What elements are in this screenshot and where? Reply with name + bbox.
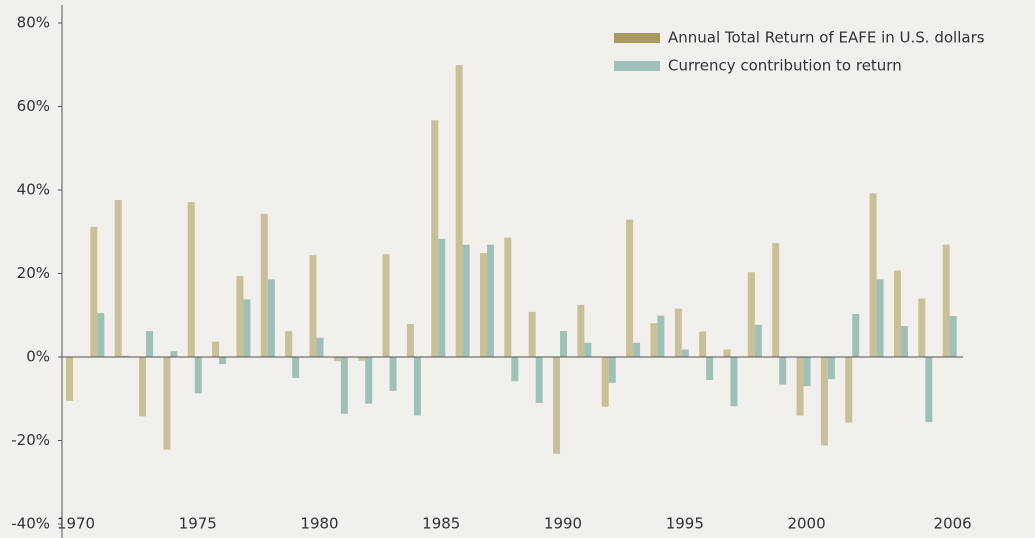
bar [267, 279, 275, 357]
bar [431, 120, 439, 357]
bar [796, 357, 804, 416]
bar [772, 243, 780, 357]
bar [893, 270, 901, 357]
bar [803, 357, 811, 387]
bar [413, 357, 421, 416]
bar [97, 313, 105, 357]
x-tick-label: 1975 [179, 515, 217, 533]
bar [365, 357, 373, 404]
bar [852, 313, 860, 357]
y-tick-label: 80% [17, 14, 50, 32]
bar [462, 244, 470, 357]
bar [730, 357, 738, 407]
bar [219, 357, 227, 365]
bar [650, 323, 658, 357]
bar [577, 304, 585, 357]
bar [455, 65, 463, 357]
bar [406, 324, 414, 357]
bar [260, 213, 268, 357]
bar [681, 349, 689, 357]
bar [845, 357, 853, 423]
bar [869, 193, 877, 357]
bar [212, 341, 220, 357]
bar [925, 357, 933, 423]
bar [754, 324, 762, 357]
bar [601, 357, 609, 407]
bar [553, 357, 561, 454]
bar [382, 254, 390, 357]
bar [511, 357, 519, 382]
bar [779, 357, 787, 385]
bar [900, 326, 908, 357]
legend-swatch [614, 61, 660, 71]
bar [163, 357, 171, 450]
bar [316, 337, 324, 357]
legend-swatch [614, 33, 660, 43]
x-tick-label: 1970 [57, 515, 95, 533]
bar [949, 316, 957, 357]
bar [194, 357, 202, 394]
bar [535, 357, 543, 403]
bar [723, 349, 731, 357]
bar [608, 357, 616, 383]
x-tick-label: 1980 [300, 515, 338, 533]
bar [479, 253, 487, 357]
bar [285, 331, 293, 357]
legend-label: Annual Total Return of EAFE in U.S. doll… [668, 29, 985, 47]
bar [560, 331, 568, 357]
bar [139, 357, 147, 417]
bar [292, 357, 300, 378]
bar [170, 351, 178, 357]
bar [243, 299, 251, 357]
y-tick-label: 0% [26, 348, 50, 366]
bar [747, 272, 755, 357]
bar [236, 276, 244, 357]
bar [114, 200, 122, 357]
bar [699, 331, 707, 357]
y-tick-label: 60% [17, 97, 50, 115]
bar [146, 331, 154, 357]
x-tick-label: 1990 [544, 515, 582, 533]
y-tick-label: -20% [11, 431, 50, 449]
bar [486, 244, 494, 357]
bar [657, 315, 665, 357]
bar [820, 357, 828, 446]
bar [528, 311, 536, 357]
bar [706, 357, 714, 380]
bar [918, 298, 926, 357]
bar [389, 357, 397, 391]
y-tick-label: -40% [11, 515, 50, 533]
bar [187, 202, 195, 357]
x-tick-label: 2006 [934, 515, 972, 533]
bar [504, 237, 512, 357]
y-tick-label: 20% [17, 264, 50, 282]
bar [340, 357, 348, 414]
x-tick-label: 1985 [422, 515, 460, 533]
bar [942, 244, 950, 357]
bar [121, 355, 129, 357]
x-tick-label: 1995 [666, 515, 704, 533]
bar [333, 357, 341, 362]
bar [633, 342, 641, 357]
legend-label: Currency contribution to return [668, 57, 902, 75]
bar [66, 357, 73, 401]
x-tick-label: 2000 [787, 515, 825, 533]
bar [358, 357, 366, 361]
bar [674, 308, 682, 357]
bar [827, 357, 835, 380]
bar [438, 238, 446, 357]
bar [309, 255, 317, 357]
y-tick-label: 40% [17, 181, 50, 199]
bar [876, 279, 884, 357]
bar [90, 226, 98, 357]
bar [626, 219, 634, 357]
bar [584, 342, 592, 357]
